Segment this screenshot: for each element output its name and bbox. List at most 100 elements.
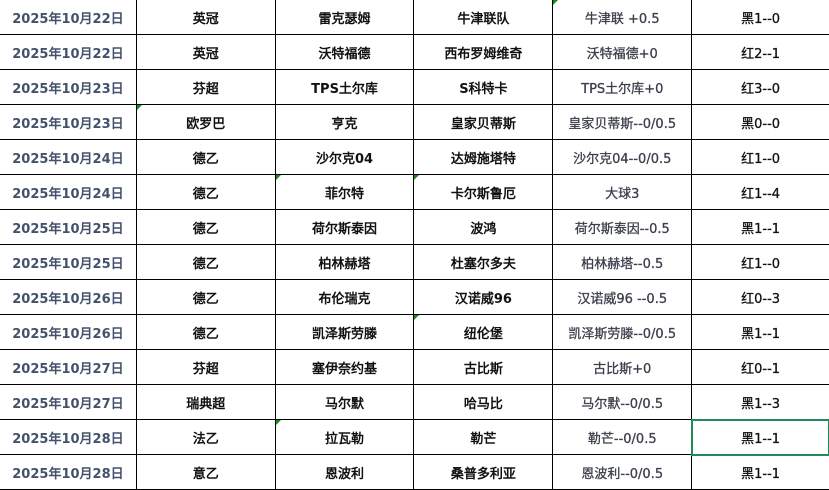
league-text: 德乙 — [192, 151, 219, 167]
cell-date[interactable]: 2025年10月23日 — [0, 104, 137, 140]
cell-away[interactable]: 哈马比 — [413, 384, 554, 420]
cell-home[interactable]: TPS土尔库 — [275, 69, 415, 105]
cell-league[interactable]: 芬超 — [136, 69, 276, 105]
cell-away[interactable]: 纽伦堡 — [413, 314, 554, 350]
comment-indicator-icon[interactable] — [414, 175, 420, 180]
cell-result[interactable]: 黑1--1 — [690, 418, 829, 456]
cell-result[interactable]: 黑1--1 — [691, 209, 829, 245]
cell-date[interactable]: 2025年10月26日 — [0, 314, 137, 350]
cell-away[interactable]: 牛津联队 — [413, 0, 554, 35]
cell-home[interactable]: 塞伊奈约基 — [275, 349, 415, 385]
cell-result[interactable]: 红2--1 — [691, 34, 829, 70]
result-text: 红3--0 — [741, 81, 781, 97]
cell-result[interactable]: 红1--0 — [691, 244, 829, 280]
cell-date[interactable]: 2025年10月24日 — [0, 174, 137, 210]
cell-home[interactable]: 沙尔克04 — [275, 139, 415, 175]
cell-league[interactable]: 德乙 — [136, 314, 276, 350]
cell-handicap[interactable]: 汉诺威96 --0.5 — [552, 279, 693, 315]
cell-away[interactable]: 波鸿 — [413, 209, 554, 245]
cell-league[interactable]: 德乙 — [136, 139, 276, 175]
cell-handicap[interactable]: 沙尔克04--0/0.5 — [552, 139, 693, 175]
cell-league[interactable]: 英冠 — [136, 0, 276, 35]
cell-league[interactable]: 瑞典超 — [136, 384, 276, 420]
away-text: 卡尔斯鲁厄 — [450, 186, 516, 202]
cell-handicap[interactable]: 马尔默--0/0.5 — [552, 384, 693, 420]
cell-handicap[interactable]: TPS土尔库+0 — [552, 69, 693, 105]
cell-away[interactable]: 勒芒 — [413, 419, 554, 455]
cell-handicap[interactable]: 大球3 — [552, 174, 693, 210]
cell-home[interactable]: 拉瓦勒 — [275, 419, 415, 455]
comment-indicator-icon[interactable] — [136, 105, 142, 110]
cell-home[interactable]: 沃特福德 — [275, 34, 415, 70]
cell-result[interactable]: 黑1--3 — [691, 384, 829, 420]
cell-league[interactable]: 芬超 — [136, 349, 276, 385]
league-text: 欧罗巴 — [186, 116, 226, 132]
cell-home[interactable]: 雷克瑟姆 — [275, 0, 415, 35]
result-text: 黑1--3 — [741, 396, 781, 412]
cell-away[interactable]: 卡尔斯鲁厄 — [413, 174, 554, 210]
result-text: 黑1--1 — [741, 221, 781, 237]
comment-indicator-icon[interactable] — [275, 420, 281, 425]
comment-indicator-icon[interactable] — [414, 315, 420, 320]
cell-league[interactable]: 英冠 — [136, 34, 276, 70]
cell-date[interactable]: 2025年10月26日 — [0, 279, 137, 315]
cell-result[interactable]: 黑0--0 — [691, 104, 829, 140]
cell-home[interactable]: 布伦瑞克 — [275, 279, 415, 315]
cell-handicap[interactable]: 皇家贝蒂斯--0/0.5 — [552, 104, 693, 140]
cell-date[interactable]: 2025年10月28日 — [0, 419, 137, 455]
cell-result[interactable]: 红1--0 — [691, 139, 829, 175]
cell-date[interactable]: 2025年10月24日 — [0, 139, 137, 175]
cell-away[interactable]: 达姆施塔特 — [413, 139, 554, 175]
comment-indicator-icon[interactable] — [275, 175, 281, 180]
cell-home[interactable]: 凯泽斯劳滕 — [275, 314, 415, 350]
cell-league[interactable]: 德乙 — [136, 244, 276, 280]
cell-handicap[interactable]: 凯泽斯劳滕--0/0.5 — [552, 314, 693, 350]
home-text: 塞伊奈约基 — [312, 361, 378, 377]
cell-date[interactable]: 2025年10月27日 — [0, 349, 137, 385]
cell-date[interactable]: 2025年10月22日 — [0, 34, 137, 70]
cell-league[interactable]: 欧罗巴 — [136, 104, 276, 140]
cell-handicap[interactable]: 牛津联 +0.5 — [552, 0, 693, 35]
cell-result[interactable]: 红3--0 — [691, 69, 829, 105]
cell-home[interactable]: 柏林赫塔 — [275, 244, 415, 280]
cell-away[interactable]: 西布罗姆维奇 — [413, 34, 554, 70]
cell-handicap[interactable]: 荷尔斯泰因--0.5 — [552, 209, 693, 245]
cell-result[interactable]: 黑1--0 — [691, 0, 829, 35]
home-text: 沃特福德 — [318, 46, 371, 62]
cell-result[interactable]: 黑1--1 — [691, 314, 829, 350]
cell-handicap[interactable]: 古比斯+0 — [552, 349, 693, 385]
cell-handicap[interactable]: 沃特福德+0 — [552, 34, 693, 70]
cell-date[interactable]: 2025年10月22日 — [0, 0, 137, 35]
cell-result[interactable]: 红0--1 — [691, 349, 829, 385]
cell-away[interactable]: S科特卡 — [413, 69, 554, 105]
cell-home[interactable]: 恩波利 — [275, 454, 415, 490]
cell-away[interactable]: 汉诺威96 — [413, 279, 554, 315]
cell-league[interactable]: 德乙 — [136, 174, 276, 210]
cell-date[interactable]: 2025年10月25日 — [0, 209, 137, 245]
cell-away[interactable]: 皇家贝蒂斯 — [413, 104, 554, 140]
cell-handicap[interactable]: 恩波利--0/0.5 — [552, 454, 693, 490]
cell-home[interactable]: 马尔默 — [275, 384, 415, 420]
cell-league[interactable]: 德乙 — [136, 209, 276, 245]
cell-result[interactable]: 红0--3 — [691, 279, 829, 315]
cell-date[interactable]: 2025年10月25日 — [0, 244, 137, 280]
comment-indicator-icon[interactable] — [553, 0, 559, 5]
cell-league[interactable]: 德乙 — [136, 279, 276, 315]
away-text: 桑普多利亚 — [450, 466, 516, 482]
table-row: 2025年10月25日 德乙 柏林赫塔 杜塞尔多夫 柏林赫塔--0.5 红1--0 — [0, 244, 829, 280]
cell-home[interactable]: 菲尔特 — [275, 174, 415, 210]
cell-date[interactable]: 2025年10月23日 — [0, 69, 137, 105]
cell-league[interactable]: 法乙 — [136, 419, 276, 455]
cell-date[interactable]: 2025年10月27日 — [0, 384, 137, 420]
cell-home[interactable]: 亨克 — [275, 104, 415, 140]
cell-date[interactable]: 2025年10月28日 — [0, 454, 137, 490]
cell-handicap[interactable]: 勒芒--0/0.5 — [552, 419, 693, 455]
cell-handicap[interactable]: 柏林赫塔--0.5 — [552, 244, 693, 280]
cell-home[interactable]: 荷尔斯泰因 — [275, 209, 415, 245]
cell-result[interactable]: 黑1--1 — [691, 454, 829, 490]
cell-result[interactable]: 红1--4 — [691, 174, 829, 210]
cell-away[interactable]: 杜塞尔多夫 — [413, 244, 554, 280]
cell-away[interactable]: 桑普多利亚 — [413, 454, 554, 490]
cell-league[interactable]: 意乙 — [136, 454, 276, 490]
cell-away[interactable]: 古比斯 — [413, 349, 554, 385]
